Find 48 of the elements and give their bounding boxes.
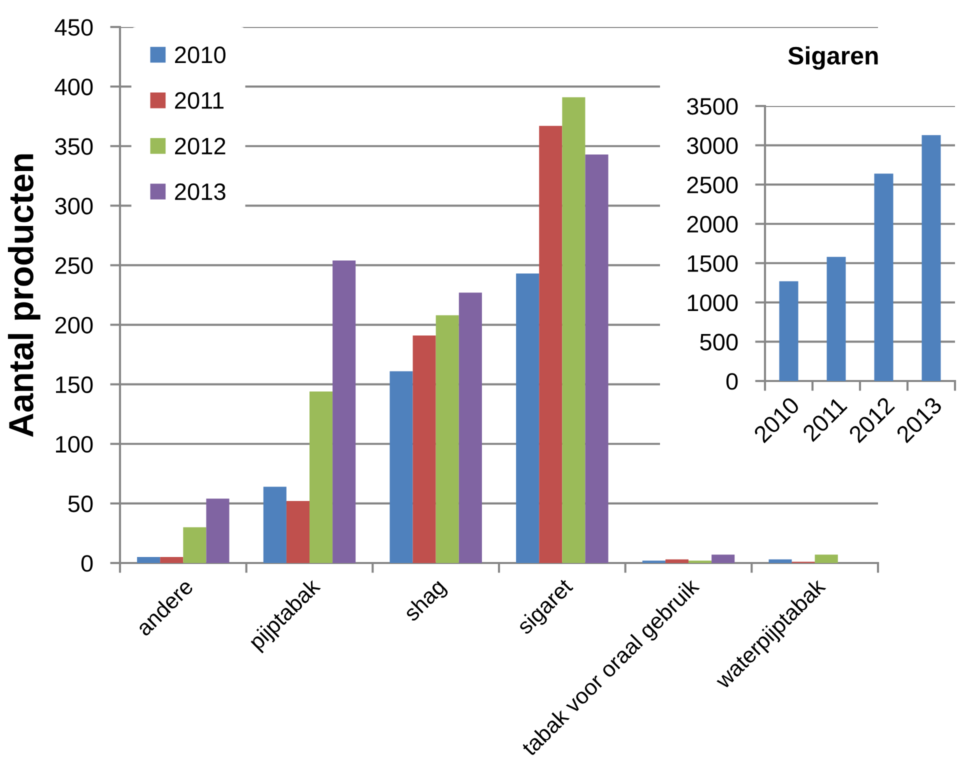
- bar: [922, 135, 941, 381]
- bar: [539, 126, 562, 563]
- bar: [665, 559, 688, 563]
- bar: [160, 557, 184, 563]
- bar: [585, 154, 608, 563]
- y-tick-label: 500: [700, 334, 738, 350]
- bar: [768, 559, 792, 563]
- y-tick-label: 100: [56, 436, 93, 453]
- bar: [562, 97, 586, 563]
- y-tick-label: 0: [726, 373, 738, 390]
- bar: [137, 557, 160, 563]
- bar: [712, 554, 735, 563]
- y-tick-label: 400: [54, 78, 93, 96]
- y-tick-label: 2000: [687, 216, 738, 233]
- y-tick-label: 350: [55, 138, 93, 155]
- bar: [332, 260, 356, 563]
- bar: [310, 391, 333, 563]
- bar: [206, 498, 230, 563]
- bar: [826, 256, 846, 381]
- bar: [390, 371, 413, 563]
- legend-label: 2010: [175, 46, 226, 64]
- y-tick-label: 2500: [687, 176, 738, 194]
- y-tick-label: 0: [81, 555, 93, 572]
- bar: [286, 501, 310, 563]
- y-tick-label: 200: [55, 316, 93, 334]
- bar: [874, 174, 894, 381]
- bar: [458, 292, 482, 563]
- y-axis-title: Aantal producten: [8, 154, 40, 437]
- y-tick-label: 250: [55, 257, 93, 274]
- y-tick-label: 1500: [688, 255, 738, 272]
- bar: [814, 554, 838, 563]
- y-tick-label: 1000: [688, 294, 738, 312]
- legend-label: 2011: [175, 92, 224, 109]
- y-tick-label: 50: [68, 496, 93, 512]
- legend-label: 2013: [175, 183, 226, 200]
- y-tick-label: 3000: [686, 137, 738, 154]
- bar: [412, 336, 436, 563]
- bar: [263, 486, 286, 563]
- bar: [436, 315, 459, 563]
- bar: [779, 281, 798, 381]
- bar: [183, 527, 206, 563]
- y-tick-label: 450: [54, 19, 93, 36]
- y-tick-label: 300: [55, 198, 93, 214]
- legend-label: 2012: [175, 138, 226, 154]
- bar: [516, 274, 540, 563]
- y-tick-label: 3500: [686, 98, 738, 115]
- chart-title: Sigaren: [788, 46, 878, 70]
- y-tick-label: 150: [56, 376, 93, 394]
